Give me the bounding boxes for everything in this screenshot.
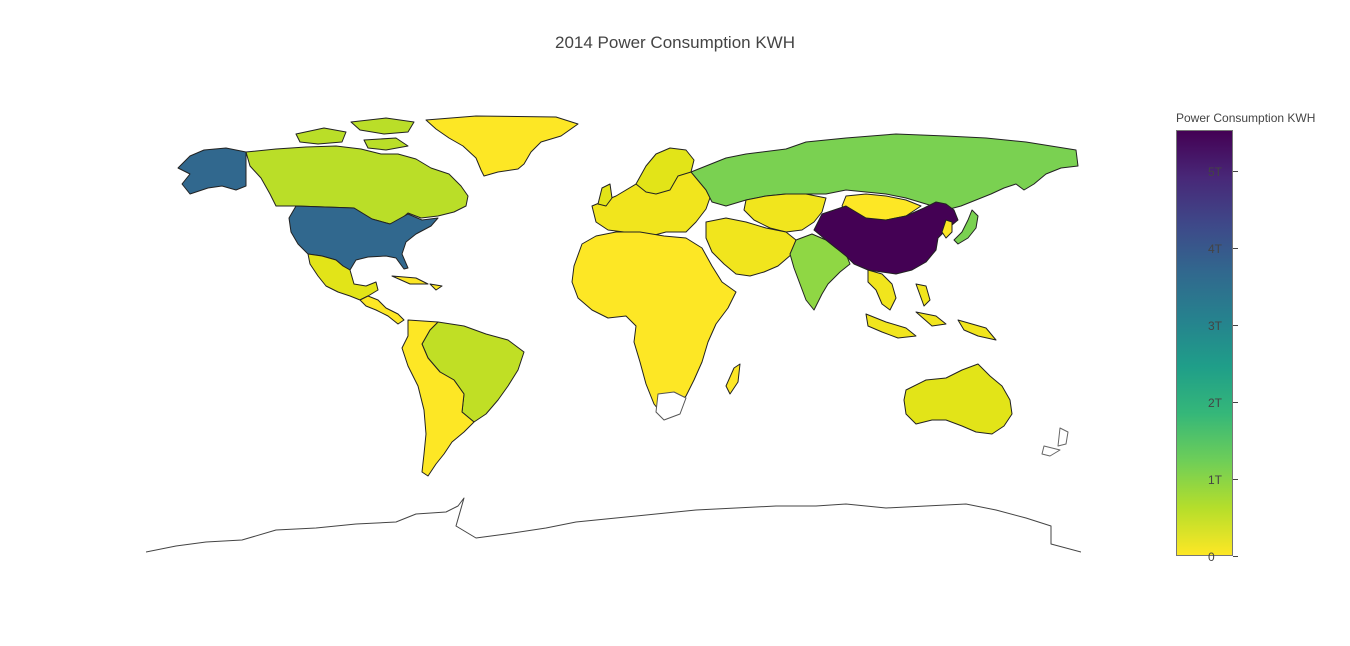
colorbar-tick-2 (1233, 402, 1238, 403)
region-madagascar[interactable] (725, 363, 741, 395)
colorbar-label: 3T (1208, 319, 1223, 333)
region-scandinavia[interactable] (635, 147, 695, 195)
world-map (146, 115, 1081, 553)
colorbar-label: 2T (1208, 396, 1223, 410)
colorbar-label: 1T (1208, 473, 1223, 487)
region-central-america[interactable] (359, 275, 443, 325)
region-japan[interactable] (953, 209, 979, 245)
colorbar-tick-0 (1233, 556, 1238, 557)
colorbar-label: 0 (1208, 550, 1215, 564)
region-antarctica[interactable] (146, 497, 1081, 553)
region-greenland[interactable] (425, 115, 579, 177)
colorbar-tick-5 (1233, 171, 1238, 172)
region-alaska[interactable] (177, 147, 247, 195)
colorbar-label: 5T (1208, 165, 1223, 179)
region-southeast-asia[interactable] (865, 269, 997, 341)
colorbar-title: Power Consumption KWH (1176, 111, 1316, 125)
colorbar-tick-3 (1233, 325, 1238, 326)
colorbar-tick-4 (1233, 248, 1238, 249)
region-mexico[interactable] (307, 253, 379, 301)
region-canada-islands[interactable] (295, 117, 415, 151)
region-middle-east[interactable] (705, 217, 797, 277)
colorbar-label: 4T (1208, 242, 1223, 256)
colorbar-tick-1 (1233, 479, 1238, 480)
region-africa[interactable] (571, 231, 737, 415)
region-south-america-other[interactable] (401, 319, 475, 477)
region-canada[interactable] (245, 145, 469, 225)
region-south-africa[interactable] (655, 391, 687, 421)
chart-title: 2014 Power Consumption KWH (554, 33, 795, 52)
region-korea[interactable] (941, 219, 953, 239)
region-china[interactable] (813, 201, 959, 275)
region-uk[interactable] (597, 183, 613, 207)
region-central-asia[interactable] (743, 193, 827, 233)
colorbar (1176, 130, 1233, 556)
region-new-zealand[interactable] (1041, 427, 1069, 457)
region-australia[interactable] (903, 363, 1013, 435)
